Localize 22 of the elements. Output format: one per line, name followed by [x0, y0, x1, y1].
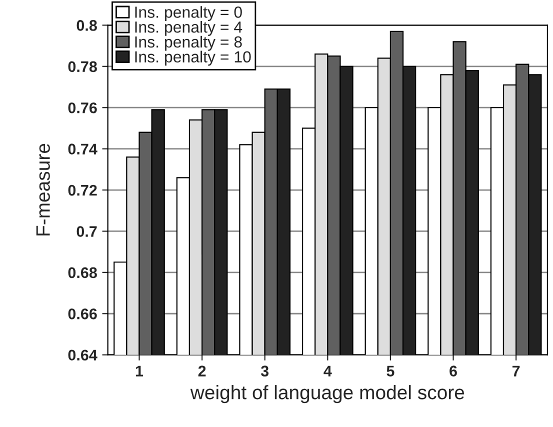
legend-label: Ins. penalty = 4	[135, 21, 242, 36]
legend-label: Ins. penalty = 0	[135, 6, 242, 21]
legend-label: Ins. penalty = 10	[135, 50, 251, 66]
y-tick-label: 0.66	[68, 308, 97, 320]
x-tick-label: 3	[260, 366, 269, 376]
x-tick-label: 1	[136, 366, 144, 376]
x-tick-label: 7	[512, 366, 520, 376]
y-tick-label: 0.74	[68, 144, 98, 154]
y-tick-label: 0.78	[68, 61, 97, 72]
y-axis-title: F-measure	[36, 144, 50, 236]
y-tick-label: 0.7	[76, 226, 97, 237]
x-tick-label: 5	[386, 366, 394, 376]
y-tick-label: 0.72	[68, 184, 97, 196]
x-axis-title: weight of language model score	[190, 385, 464, 404]
x-tick-label: 6	[450, 366, 457, 376]
y-tick-label: 0.8	[76, 20, 97, 31]
x-tick-label: 2	[198, 366, 206, 376]
legend-label: Ins. penalty = 8	[135, 36, 242, 51]
y-tick-label: 0.64	[68, 350, 98, 361]
x-tick-label: 4	[324, 366, 332, 376]
y-tick-label: 0.76	[68, 102, 97, 114]
y-tick-label: 0.68	[68, 267, 97, 278]
